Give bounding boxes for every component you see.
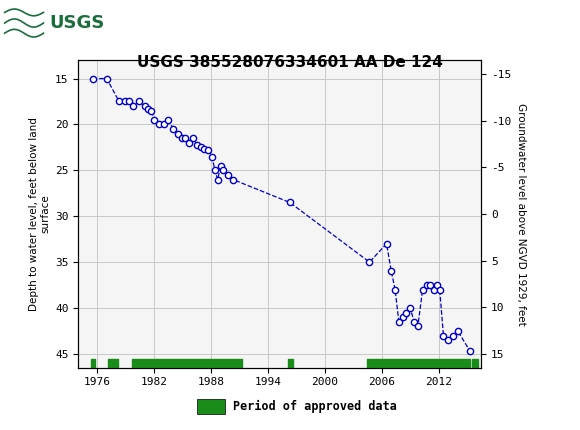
Bar	[3, 3, 78, 42]
Bar	[197, 399, 225, 414]
Text: USGS: USGS	[49, 14, 104, 31]
Text: Period of approved data: Period of approved data	[233, 400, 397, 413]
Text: USGS 385528076334601 AA De 124: USGS 385528076334601 AA De 124	[137, 55, 443, 70]
Y-axis label: Groundwater level above NGVD 1929, feet: Groundwater level above NGVD 1929, feet	[516, 102, 525, 326]
Y-axis label: Depth to water level, feet below land
surface: Depth to water level, feet below land su…	[30, 117, 51, 311]
